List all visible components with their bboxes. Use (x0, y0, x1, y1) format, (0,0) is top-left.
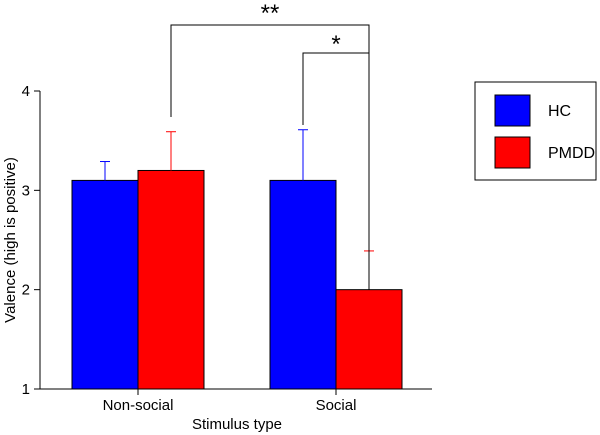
significance-label-single: * (331, 31, 340, 58)
legend-swatch-pmdd (494, 136, 531, 169)
bar-pmdd-non-social (137, 169, 205, 390)
significance-label-double: ** (261, 0, 280, 27)
y-tick-label: 3 (22, 182, 30, 199)
y-tick-label: 2 (22, 282, 30, 299)
legend: HC PMDD (474, 81, 597, 181)
x-tick-label: Social (316, 397, 357, 414)
significance-bracket-double (170, 24, 370, 290)
bars-group (71, 169, 403, 390)
bar-hc-non-social (71, 179, 139, 390)
legend-label-pmdd: PMDD (548, 145, 595, 162)
significance-group: *** (170, 0, 370, 290)
legend-swatch-hc (494, 94, 531, 127)
x-axis-title: Stimulus type (192, 416, 282, 433)
bar-hc-social (269, 179, 337, 390)
y-tick-label: 1 (22, 381, 30, 398)
x-axis-ticks: Non-social Social (103, 389, 357, 414)
y-tick-label: 4 (22, 83, 30, 100)
bar-pmdd-social (335, 289, 403, 390)
significance-bracket-single (302, 52, 369, 125)
legend-frame (474, 81, 597, 181)
y-axis-title: Valence (high is positive) (2, 157, 19, 323)
y-axis-ticks: 1 2 3 4 (22, 83, 40, 398)
x-tick-label: Non-social (103, 397, 174, 414)
legend-label-hc: HC (548, 103, 571, 120)
